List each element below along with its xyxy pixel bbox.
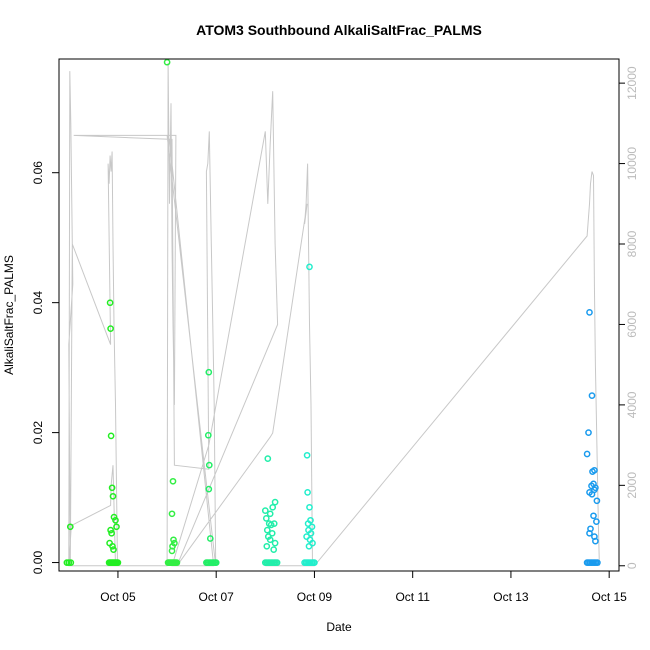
data-point — [108, 484, 116, 492]
data-point — [110, 513, 118, 521]
x-tick-label: Oct 15 — [591, 590, 627, 604]
series-5 — [301, 263, 318, 566]
data-point — [107, 526, 114, 534]
data-point — [204, 431, 212, 439]
data-point — [588, 392, 596, 399]
data-point — [168, 510, 176, 518]
data-point — [261, 507, 269, 514]
x-tick-label: Oct 11 — [395, 590, 430, 604]
data-point — [270, 546, 278, 553]
data-point — [206, 535, 214, 542]
x-tick-label: Oct 13 — [493, 590, 529, 604]
data-point — [107, 432, 115, 440]
data-point — [270, 520, 278, 527]
data-point — [303, 451, 311, 459]
data-point — [588, 490, 596, 498]
x-tick-label: Oct 09 — [297, 590, 333, 604]
x-tick-label: Oct 07 — [199, 590, 235, 604]
y-tick-label: 0.04 — [31, 291, 45, 315]
points-layer — [63, 58, 601, 566]
data-point — [308, 523, 316, 531]
data-point — [266, 510, 274, 518]
data-point — [168, 547, 176, 555]
series-6 — [583, 309, 601, 566]
right-tick-label: 6000 — [625, 311, 639, 338]
data-point — [67, 559, 75, 566]
x-axis: Oct 05 Oct 07 Oct 09 Oct 11 Oct 13 Oct 15 — [100, 571, 627, 604]
right-tick-label: 12000 — [625, 66, 639, 100]
right-axis: 0 2000 4000 6000 8000 10000 12000 — [619, 66, 639, 569]
data-point — [304, 489, 311, 496]
data-point — [304, 520, 312, 527]
data-point — [592, 537, 599, 545]
y-tick-label: 0.02 — [31, 421, 45, 445]
data-point — [264, 455, 272, 462]
data-point — [205, 368, 213, 376]
y-axis: 0.00 0.02 0.04 0.06 — [31, 161, 59, 575]
data-point — [306, 503, 313, 511]
data-point — [262, 515, 270, 522]
data-point — [66, 523, 74, 531]
data-point — [212, 559, 220, 566]
data-point — [205, 461, 213, 469]
data-point — [170, 536, 177, 544]
series-3 — [203, 368, 220, 566]
data-point — [586, 309, 593, 316]
y-axis-label: AlkaliSaltFrac_PALMS — [2, 255, 16, 375]
right-tick-label: 8000 — [625, 230, 639, 257]
data-point — [273, 559, 281, 566]
y-tick-label: 0.00 — [31, 551, 45, 575]
data-point — [583, 450, 591, 458]
altitude-trace-layer — [68, 62, 600, 567]
data-point — [271, 498, 279, 506]
series-4 — [261, 455, 281, 566]
right-tick-label: 10000 — [625, 147, 639, 181]
data-point — [593, 497, 601, 505]
plot-frame — [58, 58, 620, 572]
data-point — [271, 539, 279, 547]
data-point — [109, 492, 117, 500]
data-point — [173, 559, 181, 566]
data-point — [585, 429, 592, 436]
data-point — [263, 542, 271, 550]
right-tick-label: 4000 — [625, 391, 639, 418]
data-point — [311, 559, 318, 566]
series-1 — [63, 299, 122, 566]
data-point — [589, 468, 596, 475]
data-point — [307, 529, 315, 537]
data-point — [590, 512, 597, 520]
data-point — [269, 503, 277, 511]
data-point — [266, 536, 274, 544]
data-point — [593, 518, 600, 525]
data-point — [106, 299, 114, 307]
data-point — [586, 529, 593, 537]
data-point — [109, 542, 116, 550]
series-2 — [163, 58, 181, 566]
data-point — [114, 559, 122, 566]
chart-title: ATOM3 Southbound AlkaliSaltFrac_PALMS — [196, 22, 482, 38]
data-point — [163, 58, 171, 66]
data-point — [268, 529, 276, 537]
right-tick-label: 2000 — [625, 472, 639, 499]
data-point — [263, 526, 271, 534]
data-point — [107, 325, 114, 332]
data-point — [110, 546, 117, 553]
data-point — [305, 542, 313, 550]
data-point — [108, 529, 115, 537]
data-point — [205, 485, 213, 493]
data-point — [112, 516, 119, 524]
x-axis-label: Date — [326, 620, 352, 634]
data-point — [306, 263, 313, 271]
data-point — [113, 523, 120, 531]
data-point — [594, 559, 601, 566]
right-tick-label: 0 — [625, 562, 639, 569]
data-point — [169, 477, 177, 485]
y-tick-label: 0.06 — [31, 161, 45, 185]
altitude-trace-line — [68, 62, 600, 567]
x-tick-label: Oct 05 — [100, 590, 136, 604]
